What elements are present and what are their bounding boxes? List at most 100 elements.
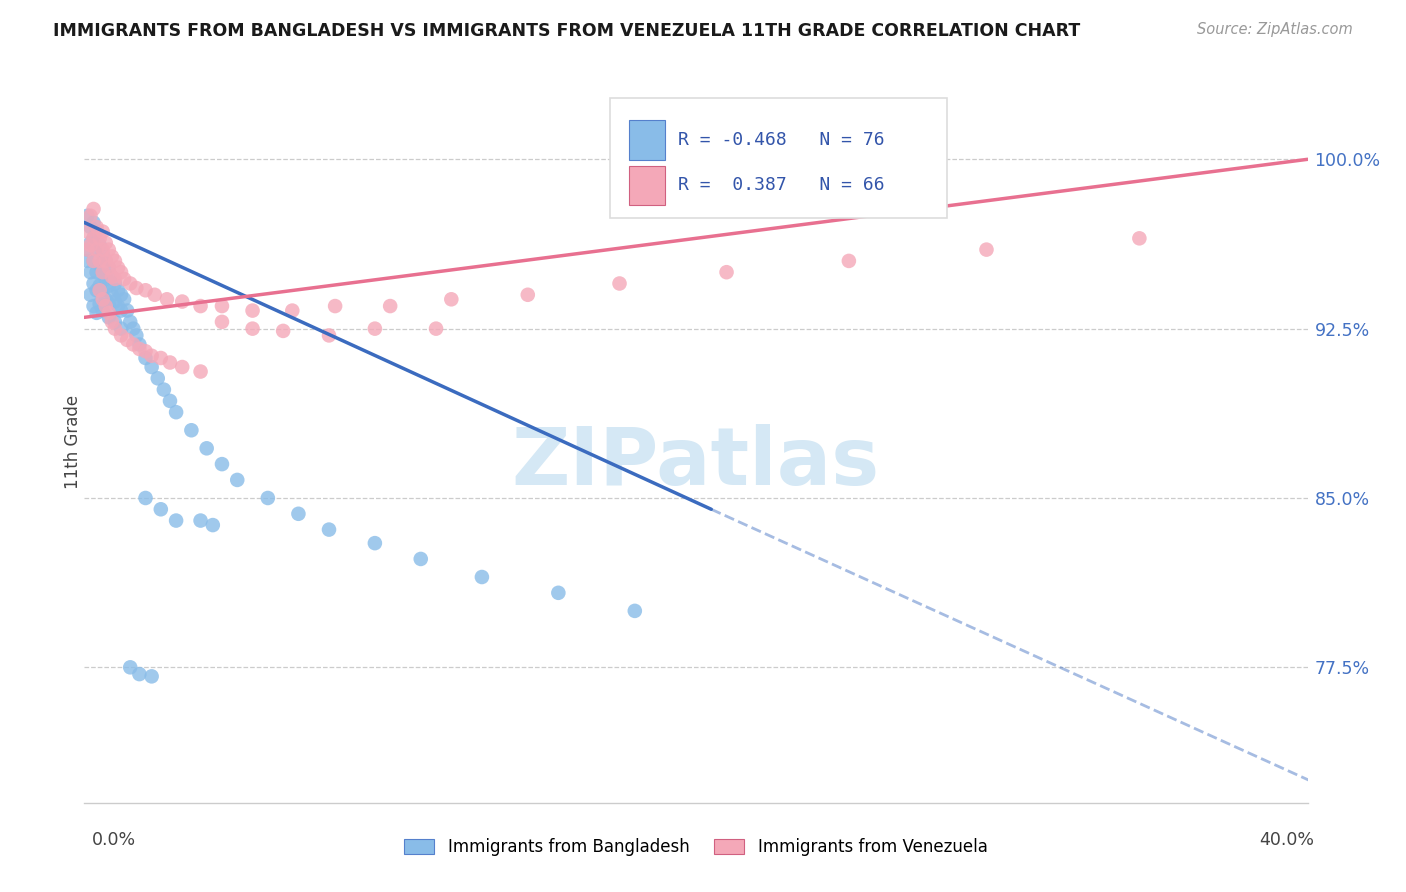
Point [547, 586, 569, 600]
Point [83, 253, 105, 268]
Point [120, 660, 142, 674]
Point [94, 253, 117, 268]
Point [94, 253, 117, 268]
Point [101, 315, 124, 329]
Point [86, 220, 108, 235]
Point [165, 405, 187, 419]
Point [89, 253, 111, 268]
Point [125, 281, 148, 295]
Point [76, 243, 98, 257]
Point [91, 265, 114, 279]
Point [104, 321, 127, 335]
Point [190, 365, 212, 379]
Point [104, 294, 127, 309]
Point [156, 293, 179, 307]
Point [97, 260, 120, 275]
Point [141, 669, 163, 683]
Point [172, 294, 194, 309]
Point [89, 259, 111, 273]
Point [165, 514, 187, 528]
Point [318, 523, 340, 537]
Point [159, 355, 181, 369]
Point [120, 315, 142, 329]
Legend: Immigrants from Bangladesh, Immigrants from Venezuela: Immigrants from Bangladesh, Immigrants f… [398, 831, 994, 863]
Point [364, 536, 387, 550]
Point [76, 243, 98, 257]
Point [89, 278, 111, 293]
Point [624, 604, 647, 618]
Point [976, 243, 998, 257]
Point [195, 442, 218, 456]
Point [180, 423, 202, 437]
Text: 0.0%: 0.0% [91, 831, 135, 849]
Point [104, 315, 127, 329]
Point [83, 231, 105, 245]
Point [76, 209, 98, 223]
Point [287, 507, 309, 521]
Point [89, 297, 111, 311]
Point [110, 321, 132, 335]
Point [201, 518, 224, 533]
Point [281, 303, 304, 318]
Point [141, 359, 163, 374]
Point [83, 202, 105, 216]
Point [190, 299, 212, 313]
Point [112, 293, 135, 307]
Point [83, 299, 105, 313]
Point [122, 321, 145, 335]
Point [91, 265, 114, 279]
Point [89, 283, 111, 297]
Point [471, 570, 494, 584]
Point [1128, 231, 1150, 245]
Point [79, 235, 101, 250]
Point [101, 269, 124, 284]
Point [323, 299, 346, 313]
Bar [628, 120, 665, 160]
Point [211, 299, 233, 313]
Point [94, 299, 117, 313]
Point [79, 220, 101, 235]
Point [135, 283, 157, 297]
Point [86, 225, 108, 239]
Point [128, 667, 150, 681]
Point [149, 351, 172, 365]
Point [141, 349, 163, 363]
Point [107, 283, 129, 297]
Point [76, 253, 98, 268]
Point [153, 383, 176, 397]
Point [91, 303, 114, 318]
Point [104, 277, 127, 291]
Point [110, 265, 132, 279]
Point [89, 231, 111, 245]
Point [101, 287, 124, 301]
Point [97, 310, 120, 325]
Point [135, 344, 157, 359]
Bar [628, 166, 665, 205]
Point [91, 283, 114, 297]
Point [380, 299, 402, 313]
Point [76, 225, 98, 239]
Point [257, 491, 280, 505]
Point [128, 337, 150, 351]
Point [318, 328, 340, 343]
Point [226, 473, 249, 487]
Point [122, 337, 145, 351]
Point [242, 303, 264, 318]
Point [97, 297, 120, 311]
Point [86, 243, 108, 257]
Point [94, 269, 117, 284]
Point [135, 491, 157, 505]
Point [190, 514, 212, 528]
Point [94, 272, 117, 286]
Point [716, 265, 738, 279]
Point [86, 265, 108, 279]
Point [516, 287, 538, 301]
Point [242, 321, 264, 335]
Point [172, 359, 194, 374]
Point [135, 351, 157, 365]
Point [83, 215, 105, 229]
Point [101, 269, 124, 284]
Point [115, 333, 138, 347]
Point [79, 238, 101, 252]
Point [101, 249, 124, 263]
